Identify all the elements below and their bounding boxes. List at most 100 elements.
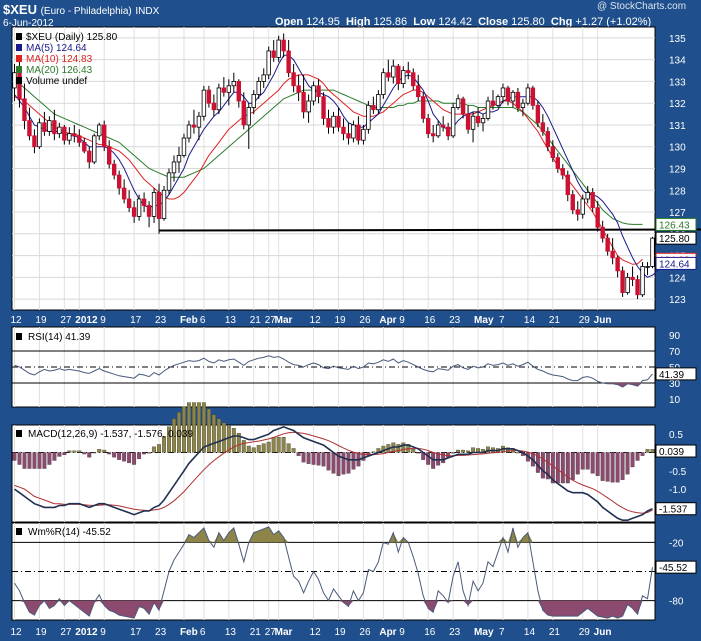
candle-body [271,50,276,58]
macd-histogram-bar [321,452,326,467]
candle-body [361,128,366,141]
candle-body [590,192,595,209]
price-legend-entry: MA(20) 126.43 [26,65,93,76]
y-tick-label: 124 [669,273,686,284]
candle-body [156,192,162,219]
macd-histogram-bar [27,452,32,469]
candle-body [386,72,391,78]
x-axis-label: 21 [250,627,262,638]
macd-histogram-bar [112,452,117,458]
candle-body [246,107,251,126]
candle-body [106,146,112,165]
macd-line [14,425,653,522]
x-axis-label: 23 [449,627,461,638]
macd-histogram-bar [52,452,57,461]
y-tick-label: -80 [669,597,684,608]
change-value: +1.27 (+1.02%) [575,16,652,28]
candle-body [570,194,575,211]
macd-histogram-bar [162,436,166,453]
candle-body [396,65,401,85]
candle-body [341,126,346,135]
candle-body [196,115,202,128]
candle-body [131,207,137,217]
candle-body [316,85,321,98]
macd-histogram-bar [446,452,451,458]
macd-histogram-bar [266,441,271,453]
macd-histogram-bar [580,452,585,470]
x-axis-label: 27 [60,627,72,638]
candle-body [625,276,630,293]
macd-histogram-bar [605,452,610,482]
macd-histogram-bar [241,440,246,453]
macd-histogram-bar [610,452,615,483]
macd-histogram-bar [570,452,575,480]
x-axis-label: May [474,315,494,326]
candle-body [186,124,192,139]
candle-body [630,276,635,280]
candle-body [306,100,311,113]
candle-body [560,168,565,176]
x-axis-label: 9 [399,627,405,638]
candle-body [480,118,486,124]
x-axis-label: May [474,627,494,638]
support-line [159,228,701,232]
candle-body [555,157,561,169]
williams-value-tag-box [655,560,697,574]
candle-body [161,189,167,219]
macd-histogram-bar [540,452,545,479]
macd-histogram-bar [152,446,157,453]
macd-histogram-bar [281,437,286,453]
candle-body [411,72,416,87]
macd-histogram-bar [196,402,201,453]
candle-body [540,122,546,132]
price-value-tag-box [655,231,697,245]
x-axis-label: 2012 [75,315,98,326]
price-value-tag-box [655,217,697,231]
x-axis-label: Mar [275,627,293,638]
ma10-line [14,74,643,265]
candle-body [440,124,446,128]
macd-legend-swatch [16,430,22,437]
x-axis-label: 9 [399,315,405,326]
macd-histogram-bar [416,452,421,454]
low-value: 124.42 [438,16,472,28]
macd-histogram-bar [92,452,97,454]
williams-line [14,526,653,619]
candle-body [291,72,296,87]
macd-histogram-bar [271,437,276,453]
x-axis-label: 12 [10,315,22,326]
y-tick-label: 134 [669,56,686,67]
x-axis-label: 13 [225,627,237,638]
candle-body [430,133,436,137]
candle-body [465,113,471,130]
candle-body [251,94,256,108]
macd-histogram-bar [600,452,605,481]
x-axis-label: Jun [594,315,612,326]
macd-histogram-bar [436,452,441,466]
x-axis-label: 6 [200,627,206,638]
macd-histogram-bar [261,443,266,453]
macd-histogram-bar [142,452,147,455]
candle-body [381,72,386,95]
macd-histogram-bar [456,449,461,453]
candle-body [211,102,217,111]
candle-body [136,198,142,217]
candle-body [67,133,72,141]
macd-histogram-bar [231,428,236,453]
candle-body [505,87,511,102]
macd-histogram-bar [12,452,17,461]
macd-histogram-bar [186,402,191,453]
candle-body [545,131,551,148]
candle-body [87,150,92,163]
macd-histogram-bar [256,445,261,453]
x-axis-label: 13 [225,315,237,326]
macd-histogram-bar [401,442,406,453]
price-legend-entry: MA(10) 124.83 [26,54,93,65]
x-axis-label: 27 [265,315,277,326]
candle-body [391,65,396,78]
y-tick-label: 127 [669,208,686,219]
close-value: 125.80 [511,16,545,28]
macd-histogram-bar [137,452,142,460]
candle-body [47,120,52,132]
macd-histogram-bar [177,412,181,453]
